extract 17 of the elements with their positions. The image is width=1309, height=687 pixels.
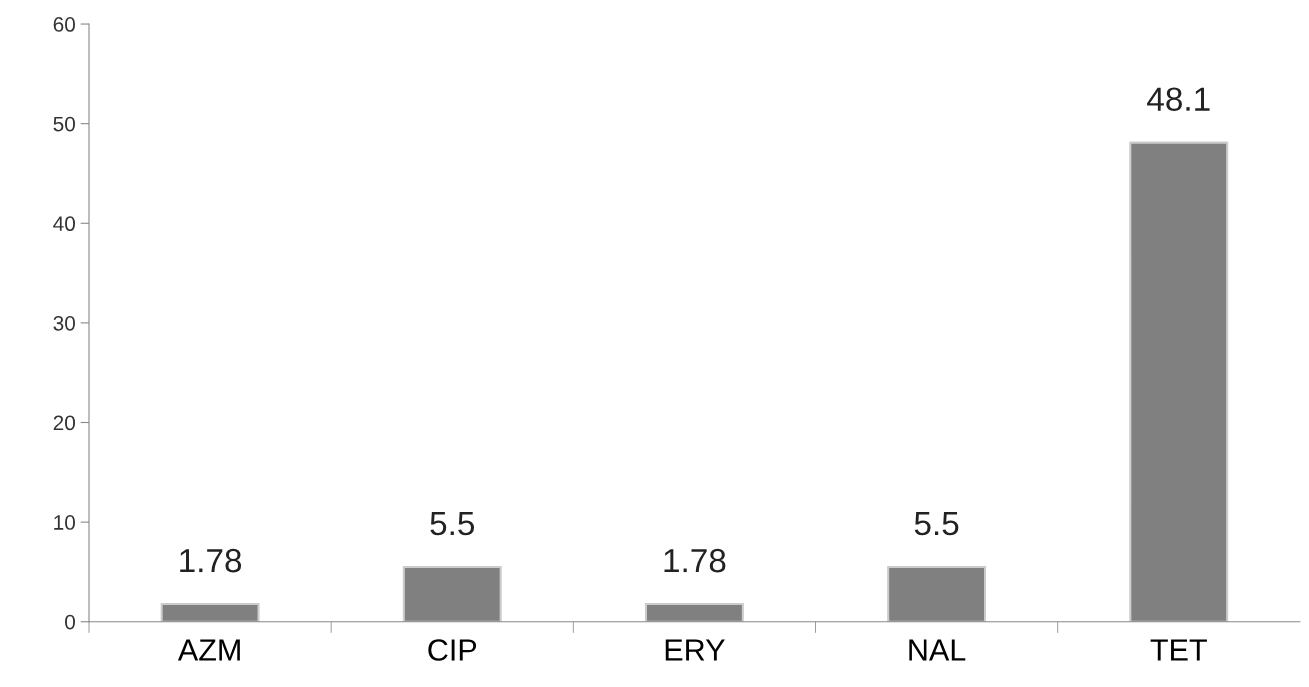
y-tick-label: 30 xyxy=(53,315,76,331)
x-tick-label: TET xyxy=(1150,639,1207,661)
x-tick-label: ERY xyxy=(665,639,725,661)
y-tick-label: 20 xyxy=(53,415,76,431)
x-tick-label: CIP xyxy=(428,639,477,661)
x-tick-label: AZM xyxy=(177,639,240,661)
y-tick-label: 0 xyxy=(65,614,75,630)
y-tick-label: 40 xyxy=(53,216,76,232)
data-label: 5.5 xyxy=(914,512,959,536)
data-label: 5.5 xyxy=(430,512,475,536)
data-label: 48.1 xyxy=(1147,87,1210,111)
x-tick-label: NAL xyxy=(909,639,966,661)
data-label: 1.78 xyxy=(180,548,242,573)
y-tick-label: 10 xyxy=(54,515,76,530)
data-label: 1.78 xyxy=(664,548,726,573)
y-tick-label: 50 xyxy=(53,116,76,132)
y-tick-label: 60 xyxy=(53,17,76,32)
